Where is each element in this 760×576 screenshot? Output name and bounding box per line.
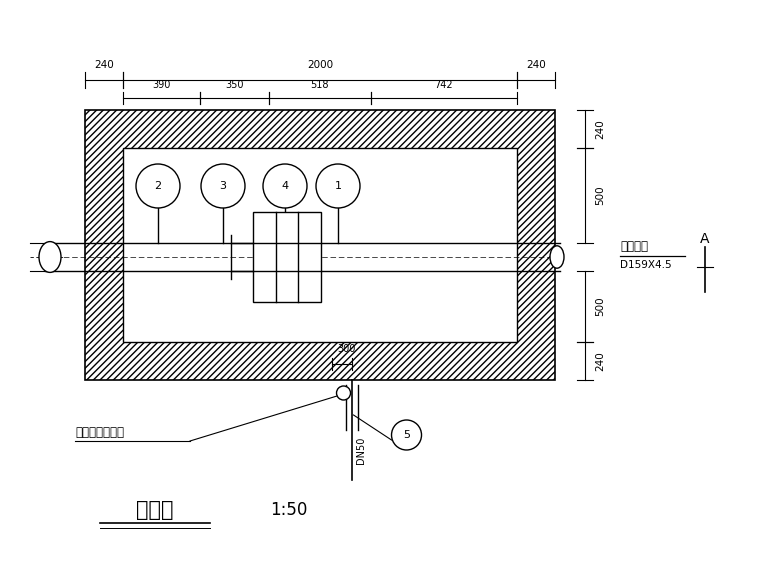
Text: A: A (700, 232, 710, 246)
Text: 2: 2 (154, 181, 162, 191)
Text: 500: 500 (595, 297, 605, 316)
Text: 4: 4 (281, 181, 289, 191)
Text: 500: 500 (595, 185, 605, 205)
Text: 3: 3 (220, 181, 226, 191)
Text: 300: 300 (337, 344, 356, 354)
Text: 240: 240 (94, 60, 114, 70)
Bar (123, 148, 517, 342)
Bar (85, 110, 555, 380)
Text: 742: 742 (435, 80, 453, 90)
Ellipse shape (550, 246, 564, 268)
Text: 平面图: 平面图 (136, 500, 174, 520)
Text: 就近排入检查井: 就近排入检查井 (75, 426, 124, 438)
Text: 5: 5 (403, 430, 410, 440)
Circle shape (337, 386, 350, 400)
Text: 240: 240 (595, 119, 605, 139)
Text: D159X4.5: D159X4.5 (620, 260, 672, 270)
Ellipse shape (39, 241, 61, 272)
Bar (253, 212, 321, 302)
Circle shape (263, 164, 307, 208)
Text: 518: 518 (311, 80, 329, 90)
Text: 1: 1 (334, 181, 341, 191)
Text: 240: 240 (595, 351, 605, 371)
Text: DN50: DN50 (356, 436, 366, 464)
Text: 1:50: 1:50 (270, 501, 307, 519)
Circle shape (136, 164, 180, 208)
Text: 2000: 2000 (307, 60, 333, 70)
Circle shape (316, 164, 360, 208)
Text: 至配水井: 至配水井 (620, 241, 648, 253)
Text: 390: 390 (152, 80, 170, 90)
Circle shape (391, 420, 422, 450)
Text: 240: 240 (526, 60, 546, 70)
Text: 350: 350 (225, 80, 243, 90)
Circle shape (201, 164, 245, 208)
